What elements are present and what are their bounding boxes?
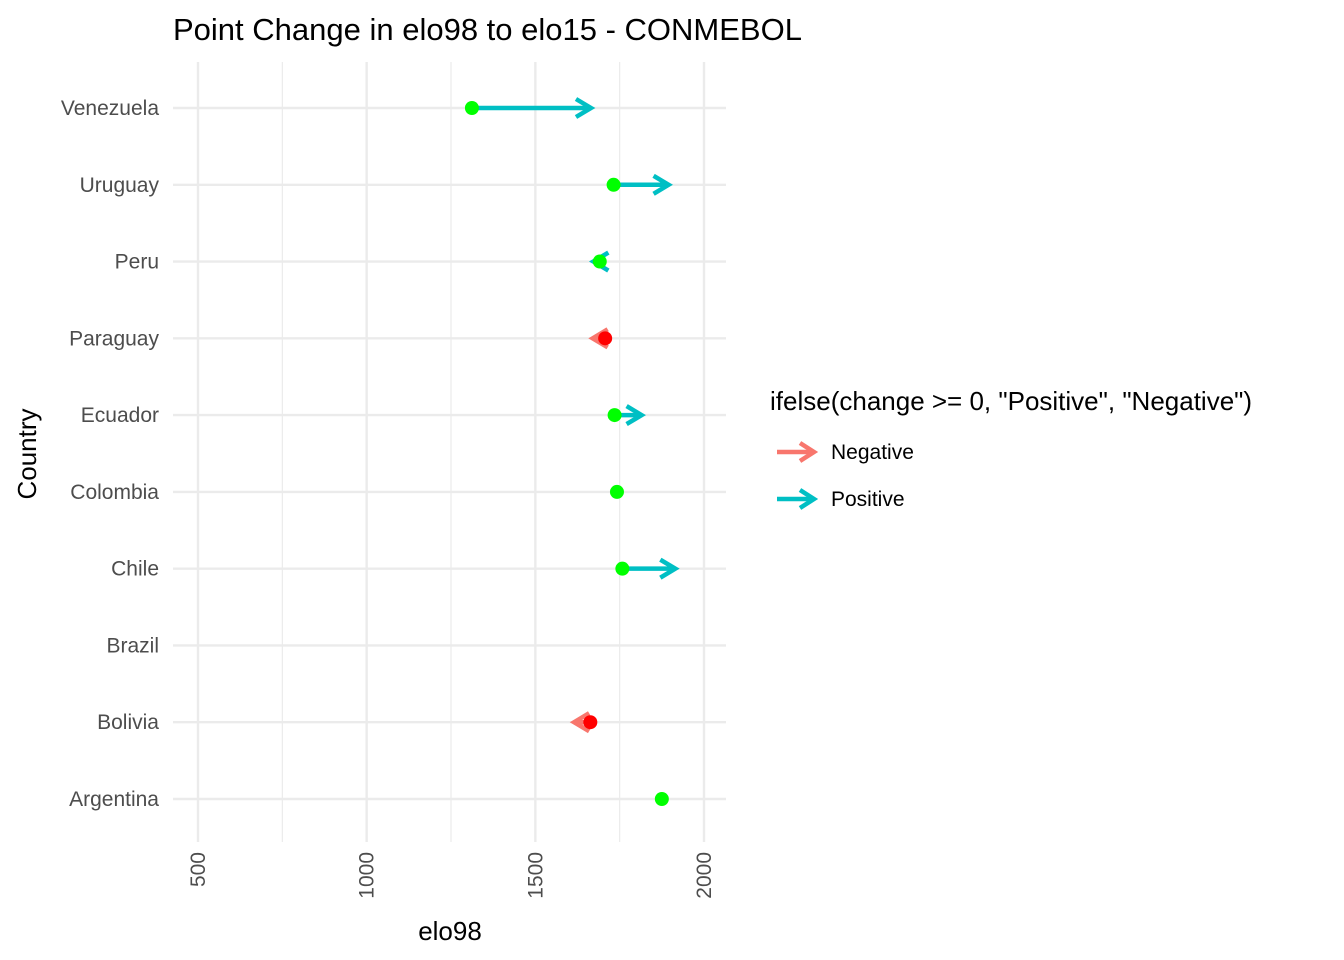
data-marks	[464, 97, 680, 806]
y-axis-tick-labels: Argentina Bolivia Brazil Chile Colombia Ecuad…	[61, 97, 160, 811]
legend-entries: Negative Positive	[777, 441, 914, 511]
y-tick-label: Colombia	[70, 481, 159, 504]
x-tick-label: 500	[187, 852, 210, 887]
legend: ifelse(change >= 0, "Positive", "Negativ…	[770, 386, 1252, 511]
change-arrow-head	[652, 173, 673, 196]
y-tick-label: Venezuela	[61, 97, 159, 120]
change-arrow-head	[625, 404, 646, 427]
x-axis-tick-labels: 500 1000 1500 2000	[187, 852, 716, 899]
y-tick-label: Chile	[111, 558, 159, 581]
data-point	[464, 101, 479, 115]
y-tick-label: Peru	[115, 251, 159, 274]
data-point	[607, 408, 622, 423]
data-point	[615, 561, 630, 576]
x-axis-title: elo98	[418, 916, 482, 946]
legend-label: Positive	[831, 488, 905, 511]
legend-key-arrowhead	[798, 441, 819, 463]
data-point	[609, 484, 624, 499]
change-arrow-head	[659, 557, 680, 580]
y-tick-label: Brazil	[106, 634, 159, 657]
chart-title: Point Change in elo98 to elo15 - CONMEBO…	[173, 12, 802, 47]
data-point	[598, 331, 613, 346]
y-tick-label: Bolivia	[97, 711, 159, 734]
y-tick-label: Ecuador	[81, 404, 159, 427]
data-point	[606, 177, 621, 192]
change-arrow-head	[574, 97, 596, 119]
data-point	[654, 792, 669, 806]
legend-label: Negative	[831, 441, 914, 464]
data-point	[583, 715, 598, 730]
y-tick-label: Paraguay	[69, 327, 159, 350]
legend-title: ifelse(change >= 0, "Positive", "Negativ…	[770, 386, 1252, 416]
x-tick-label: 2000	[693, 852, 716, 899]
change-arrow-head	[569, 711, 591, 734]
y-tick-label: Uruguay	[80, 174, 160, 197]
x-tick-label: 1000	[356, 852, 379, 899]
y-tick-label: Argentina	[69, 788, 159, 811]
data-point	[592, 254, 607, 269]
legend-key-arrowhead	[798, 488, 819, 510]
x-tick-label: 1500	[524, 852, 547, 899]
y-axis-title: Country	[12, 408, 42, 499]
grid-lines	[173, 62, 726, 842]
